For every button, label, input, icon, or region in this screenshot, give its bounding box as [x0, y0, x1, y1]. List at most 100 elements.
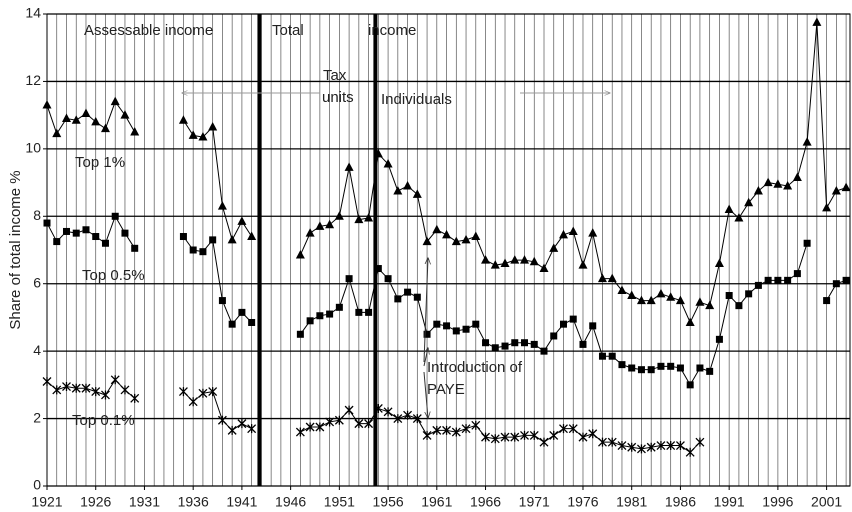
point: [647, 366, 655, 374]
point: [695, 297, 705, 306]
point: [374, 265, 382, 273]
point: [178, 115, 188, 124]
point: [724, 204, 734, 214]
point: [597, 273, 607, 283]
point: [393, 186, 403, 195]
point: [540, 347, 548, 355]
point: [354, 419, 364, 429]
point: [394, 295, 402, 303]
point: [521, 339, 529, 347]
point: [237, 216, 247, 225]
point: [354, 214, 364, 224]
y-tick-label: 12: [25, 72, 41, 88]
point: [550, 332, 558, 340]
point: [598, 352, 606, 360]
point: [549, 430, 559, 440]
x-tick-label: 1926: [80, 494, 111, 510]
point: [607, 273, 617, 283]
point: [628, 364, 636, 372]
point: [345, 275, 353, 283]
point: [91, 116, 101, 126]
point: [734, 212, 744, 222]
x-tick-label: 1951: [324, 494, 355, 510]
point: [364, 419, 374, 429]
point: [588, 429, 598, 439]
point: [188, 130, 198, 139]
point: [217, 201, 227, 210]
arrow: [423, 348, 428, 367]
point: [130, 393, 140, 403]
point: [43, 219, 51, 227]
point: [529, 430, 539, 440]
point: [305, 422, 315, 432]
point: [588, 228, 598, 237]
point: [71, 383, 81, 393]
point: [636, 444, 646, 454]
point: [72, 229, 80, 237]
point: [783, 180, 793, 190]
point: [646, 442, 656, 452]
point: [315, 221, 325, 230]
point: [589, 322, 597, 330]
point: [295, 250, 305, 259]
point: [530, 340, 538, 348]
point: [189, 246, 197, 254]
annotation: Tax: [323, 67, 347, 84]
point: [695, 437, 705, 447]
point: [539, 263, 549, 273]
point: [832, 280, 840, 288]
point: [676, 364, 684, 372]
y-tick-label: 4: [33, 342, 41, 358]
point: [753, 186, 763, 195]
point: [334, 211, 344, 220]
point: [549, 243, 559, 252]
point: [500, 432, 510, 442]
point: [461, 424, 471, 434]
point: [208, 121, 218, 131]
point: [383, 159, 393, 168]
point: [725, 292, 733, 300]
point: [822, 202, 832, 212]
point: [111, 212, 119, 220]
point: [666, 441, 676, 451]
point: [685, 317, 695, 326]
point: [52, 385, 62, 395]
point: [735, 302, 743, 310]
point: [657, 362, 665, 370]
point: [823, 297, 831, 305]
point: [744, 197, 754, 207]
point: [404, 288, 412, 296]
point: [569, 315, 577, 323]
point: [62, 382, 71, 392]
annotation: income: [368, 22, 416, 39]
point: [344, 162, 354, 171]
x-tick-label: 1976: [567, 494, 598, 510]
point: [529, 256, 539, 266]
point: [764, 276, 772, 284]
point: [666, 292, 676, 301]
series-label: Top 1%: [75, 154, 125, 171]
point: [403, 410, 413, 420]
point: [42, 100, 52, 109]
point: [607, 437, 617, 447]
x-tick-label: 1936: [178, 494, 209, 510]
point: [178, 387, 188, 397]
point: [120, 385, 130, 395]
point: [802, 137, 812, 146]
annotation: Assessable income: [84, 22, 213, 39]
point: [452, 327, 460, 335]
point: [451, 427, 461, 437]
point: [559, 424, 568, 434]
point: [198, 388, 208, 398]
point: [471, 420, 481, 430]
point: [131, 244, 139, 252]
annotation: PAYE: [427, 381, 465, 398]
point: [199, 248, 207, 256]
point: [364, 212, 374, 222]
point: [82, 226, 90, 234]
point: [705, 300, 715, 310]
point: [510, 255, 520, 264]
point: [334, 415, 344, 425]
point: [558, 229, 568, 239]
point: [656, 288, 666, 298]
